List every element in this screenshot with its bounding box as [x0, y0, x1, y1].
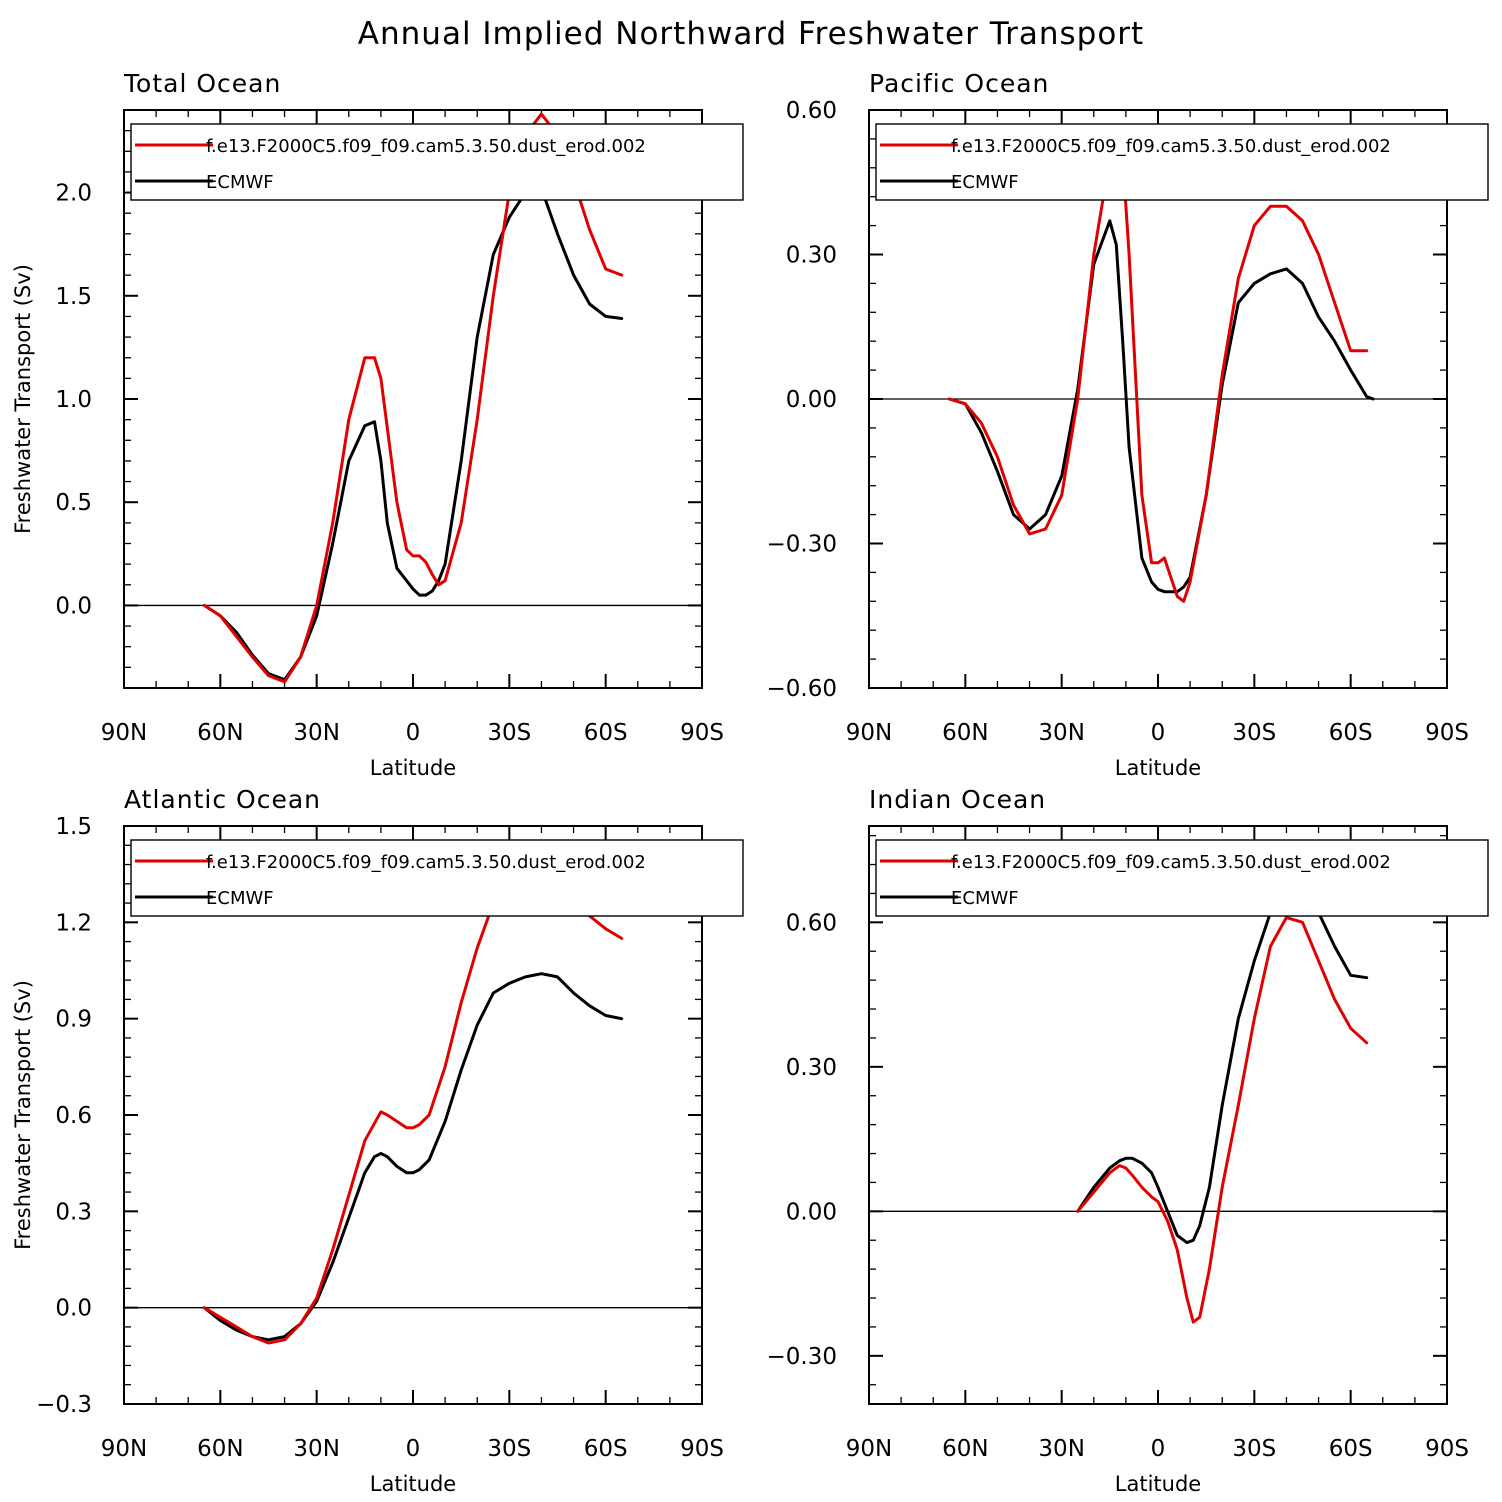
y-tick-label: 0.0 [55, 1296, 92, 1322]
x-tick-label: 90S [680, 720, 724, 746]
chart-panel: Pacific Ocean 90N 60N 30N 0 30S 60S 90S −0.60 −0.… [767, 69, 1489, 780]
series-line [202, 869, 624, 1345]
y-tick-label: −0.60 [767, 676, 837, 702]
series-line [202, 972, 624, 1342]
x-tick-label: 30N [293, 1436, 339, 1462]
legend-box [875, 839, 1489, 917]
y-tick-label: 0.00 [786, 387, 837, 413]
x-tick-label: 60N [942, 720, 988, 746]
y-tick-label: 0.30 [786, 243, 837, 269]
y-tick-label: −0.30 [767, 1344, 837, 1370]
x-axis-label: Latitude [1115, 756, 1201, 780]
chart-panel: Total Ocean 90N 60N 30N 0 30S 60S 90S 0.0 0.5 1.0 1… [11, 69, 744, 780]
chart-panel: Indian Ocean 90N 60N 30N 0 30S 60S 90S −0.30 0.00… [767, 785, 1489, 1496]
y-tick-label: −0.30 [767, 532, 837, 558]
legend-label: ECMWF [206, 172, 274, 193]
x-tick-label: 0 [406, 1436, 421, 1462]
x-tick-label: 30S [487, 1436, 531, 1462]
y-tick-label: 1.2 [55, 910, 92, 936]
y-tick-label: 1.5 [55, 284, 92, 310]
x-tick-label: 90S [1425, 720, 1469, 746]
x-tick-label: 90S [1425, 1436, 1469, 1462]
panels: Total Ocean 90N 60N 30N 0 30S 60S 90S 0.0 0.5 1.0 1… [11, 69, 1489, 1496]
y-tick-label: 2.0 [55, 181, 92, 207]
panel-title: Indian Ocean [869, 785, 1046, 814]
y-tick-label: 0.60 [786, 98, 837, 124]
x-tick-label: 90N [846, 720, 892, 746]
x-tick-label: 60S [584, 1436, 628, 1462]
x-tick-label: 90N [101, 720, 147, 746]
x-tick-label: 30N [1038, 1436, 1084, 1462]
y-tick-label: 0.9 [55, 1007, 92, 1033]
x-tick-label: 90N [101, 1436, 147, 1462]
x-axis-label: Latitude [370, 1472, 456, 1496]
y-tick-label: 0.00 [786, 1199, 837, 1225]
x-tick-label: 30N [1038, 720, 1084, 746]
x-axis-label: Latitude [1115, 1472, 1201, 1496]
x-tick-label: 30S [1232, 1436, 1276, 1462]
x-tick-label: 30S [1232, 720, 1276, 746]
y-tick-label: 0.6 [55, 1103, 92, 1129]
legend-label: ECMWF [951, 888, 1019, 909]
legend-label: f.e13.F2000C5.f09_f09.cam5.3.50.dust_ero… [951, 852, 1391, 873]
x-tick-label: 60N [197, 1436, 243, 1462]
y-tick-label: 1.5 [55, 814, 92, 840]
x-tick-label: 90S [680, 1436, 724, 1462]
x-tick-label: 60S [1329, 720, 1373, 746]
x-tick-label: 60S [1329, 1436, 1373, 1462]
series-line [1076, 916, 1369, 1324]
x-tick-label: 30N [293, 720, 339, 746]
y-tick-label: 0.30 [786, 1055, 837, 1081]
figure-title: Annual Implied Northward Freshwater Tran… [358, 16, 1144, 52]
x-tick-label: 90N [846, 1436, 892, 1462]
y-tick-label: 1.0 [55, 387, 92, 413]
legend-box [130, 123, 744, 201]
legend-box [130, 839, 744, 917]
legend-label: f.e13.F2000C5.f09_f09.cam5.3.50.dust_ero… [206, 136, 646, 157]
x-tick-label: 60S [584, 720, 628, 746]
series-line [947, 219, 1375, 594]
x-tick-label: 60N [197, 720, 243, 746]
panel-title: Atlantic Ocean [124, 785, 321, 814]
y-axis-label: Freshwater Transport (Sv) [11, 264, 35, 534]
legend-box [875, 123, 1489, 201]
legend-label: f.e13.F2000C5.f09_f09.cam5.3.50.dust_ero… [951, 136, 1391, 157]
y-tick-label: −0.3 [36, 1392, 92, 1418]
y-tick-label: 0.5 [55, 490, 92, 516]
x-tick-label: 60N [942, 1436, 988, 1462]
chart-panel: Atlantic Ocean 90N 60N 30N 0 30S 60S 90S −0.3 0.0… [11, 785, 744, 1496]
panel-title: Pacific Ocean [869, 69, 1049, 98]
y-tick-label: 0.3 [55, 1199, 92, 1225]
legend-label: ECMWF [951, 172, 1019, 193]
series-line [202, 112, 624, 684]
y-tick-label: 0.60 [786, 910, 837, 936]
legend-label: ECMWF [206, 888, 274, 909]
y-tick-label: 0.0 [55, 593, 92, 619]
series-line [947, 137, 1369, 603]
x-tick-label: 0 [1151, 1436, 1166, 1462]
panel-title: Total Ocean [123, 69, 281, 98]
legend-label: f.e13.F2000C5.f09_f09.cam5.3.50.dust_ero… [206, 852, 646, 873]
x-tick-label: 30S [487, 720, 531, 746]
x-axis-label: Latitude [370, 756, 456, 780]
y-axis-label: Freshwater Transport (Sv) [11, 980, 35, 1250]
x-tick-label: 0 [1151, 720, 1166, 746]
x-tick-label: 0 [406, 720, 421, 746]
